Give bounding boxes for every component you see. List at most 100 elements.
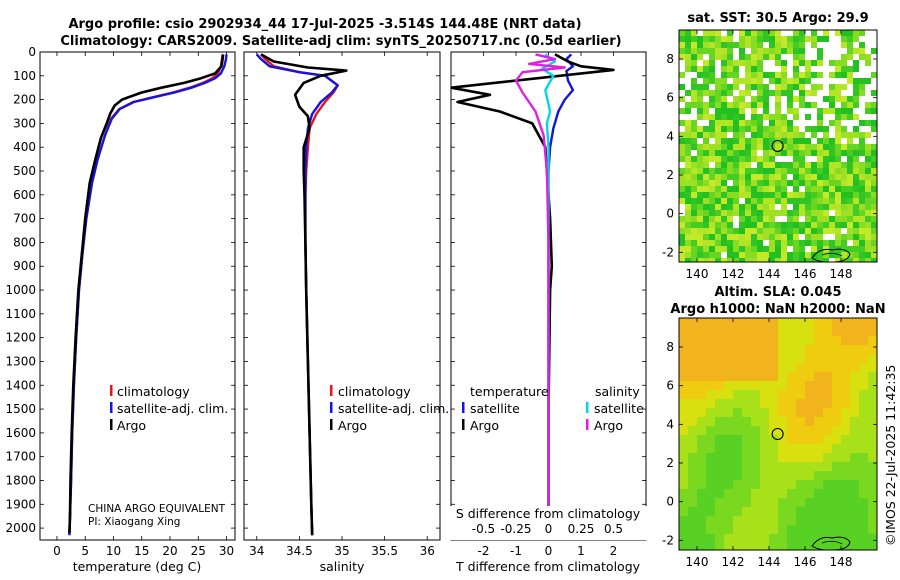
sla-cell: [868, 372, 877, 381]
sla-cell: [778, 345, 787, 354]
sst-cell: [757, 102, 763, 108]
sla-cell: [688, 471, 697, 480]
sst-cell: [679, 138, 685, 144]
sla-cell: [697, 453, 706, 462]
annotation-china-argo: CHINA ARGO EQUIVALENT: [88, 503, 226, 515]
sla-cell: [715, 408, 724, 417]
sla-cell: [859, 399, 868, 408]
sst-cell: [865, 258, 871, 262]
sla-cell: [778, 453, 787, 462]
sst-cell: [763, 162, 769, 168]
x-tick-label: 35: [334, 544, 349, 558]
sst-cell: [721, 144, 727, 150]
sst-cell: [709, 30, 715, 36]
sst-cell: [733, 150, 739, 156]
sst-cell: [859, 168, 865, 174]
sla-cell: [733, 399, 742, 408]
sla-cell: [841, 543, 850, 550]
sla-cell: [805, 435, 814, 444]
sst-cell: [751, 258, 757, 262]
temperature-xlabel: temperature (deg C): [73, 559, 202, 574]
sla-cell: [859, 507, 868, 516]
sst-cell: [697, 96, 703, 102]
map-x-tick-label: 142: [722, 555, 745, 569]
y-tick-label: 1600: [5, 426, 36, 440]
sst-cell: [847, 30, 853, 36]
sst-cell: [739, 156, 745, 162]
sst-cell: [697, 222, 703, 228]
sst-cell: [763, 108, 769, 114]
sst-cell: [751, 234, 757, 240]
sla-cell: [679, 543, 688, 550]
sst-cell: [685, 222, 691, 228]
sst-cell: [757, 240, 763, 246]
sla-cell: [679, 480, 688, 489]
sla-cell: [688, 462, 697, 471]
sst-cell: [697, 210, 703, 216]
sst-cell: [793, 42, 799, 48]
sst-cell: [835, 84, 841, 90]
sla-cell: [706, 498, 715, 507]
sla-cell: [688, 489, 697, 498]
sst-cell: [721, 246, 727, 252]
sst-cell: [817, 168, 823, 174]
sst-cell: [739, 42, 745, 48]
sla-cell: [760, 327, 769, 336]
sst-cell: [871, 252, 877, 258]
sst-cell: [763, 36, 769, 42]
sst-cell: [715, 78, 721, 84]
sst-cell: [775, 126, 781, 132]
s-axis-label-backdrop: [450, 506, 647, 540]
sla-cell: [850, 534, 859, 543]
sst-cell: [709, 114, 715, 120]
sst-cell: [763, 96, 769, 102]
series-line-salinity-argo: [514, 53, 566, 536]
sla-cell: [679, 498, 688, 507]
sst-cell: [841, 30, 847, 36]
sla-cell: [706, 390, 715, 399]
sst-cell: [829, 72, 835, 78]
sst-cell: [721, 72, 727, 78]
sla-cell: [715, 543, 724, 550]
sst-cell: [817, 186, 823, 192]
sst-cell: [727, 84, 733, 90]
title-line-1: Argo profile: csio 2902934_44 17-Jul-202…: [68, 17, 581, 32]
sst-cell: [835, 168, 841, 174]
sst-cell: [703, 216, 709, 222]
sst-cell: [739, 54, 745, 60]
sst-cell: [757, 234, 763, 240]
sla-cell: [787, 336, 796, 345]
sst-cell: [775, 108, 781, 114]
sst-cell: [691, 84, 697, 90]
sla-cell: [760, 381, 769, 390]
sst-cell: [685, 138, 691, 144]
sst-cell: [745, 246, 751, 252]
sla-cell: [679, 471, 688, 480]
sst-cell: [835, 222, 841, 228]
sst-cell: [799, 72, 805, 78]
sst-cell: [697, 240, 703, 246]
sla-cell: [805, 507, 814, 516]
sst-cell: [835, 90, 841, 96]
sst-cell: [751, 204, 757, 210]
sst-cell: [739, 90, 745, 96]
sst-cell: [859, 186, 865, 192]
sst-cell: [823, 252, 829, 258]
sst-cell: [835, 132, 841, 138]
sla-cell: [832, 381, 841, 390]
sla-cell: [859, 471, 868, 480]
sst-cell: [775, 72, 781, 78]
sst-cell: [697, 126, 703, 132]
sst-cell: [727, 192, 733, 198]
sla-cell: [742, 408, 751, 417]
sst-cell: [679, 48, 685, 54]
sst-cell: [859, 90, 865, 96]
legend-label-satellite: satellite-adj. clim.: [338, 401, 449, 416]
sst-cell: [799, 36, 805, 42]
sst-cell: [733, 78, 739, 84]
sla-cell: [814, 534, 823, 543]
sla-cell: [832, 480, 841, 489]
sst-cell: [703, 48, 709, 54]
sst-cell: [679, 186, 685, 192]
sst-cell: [823, 186, 829, 192]
